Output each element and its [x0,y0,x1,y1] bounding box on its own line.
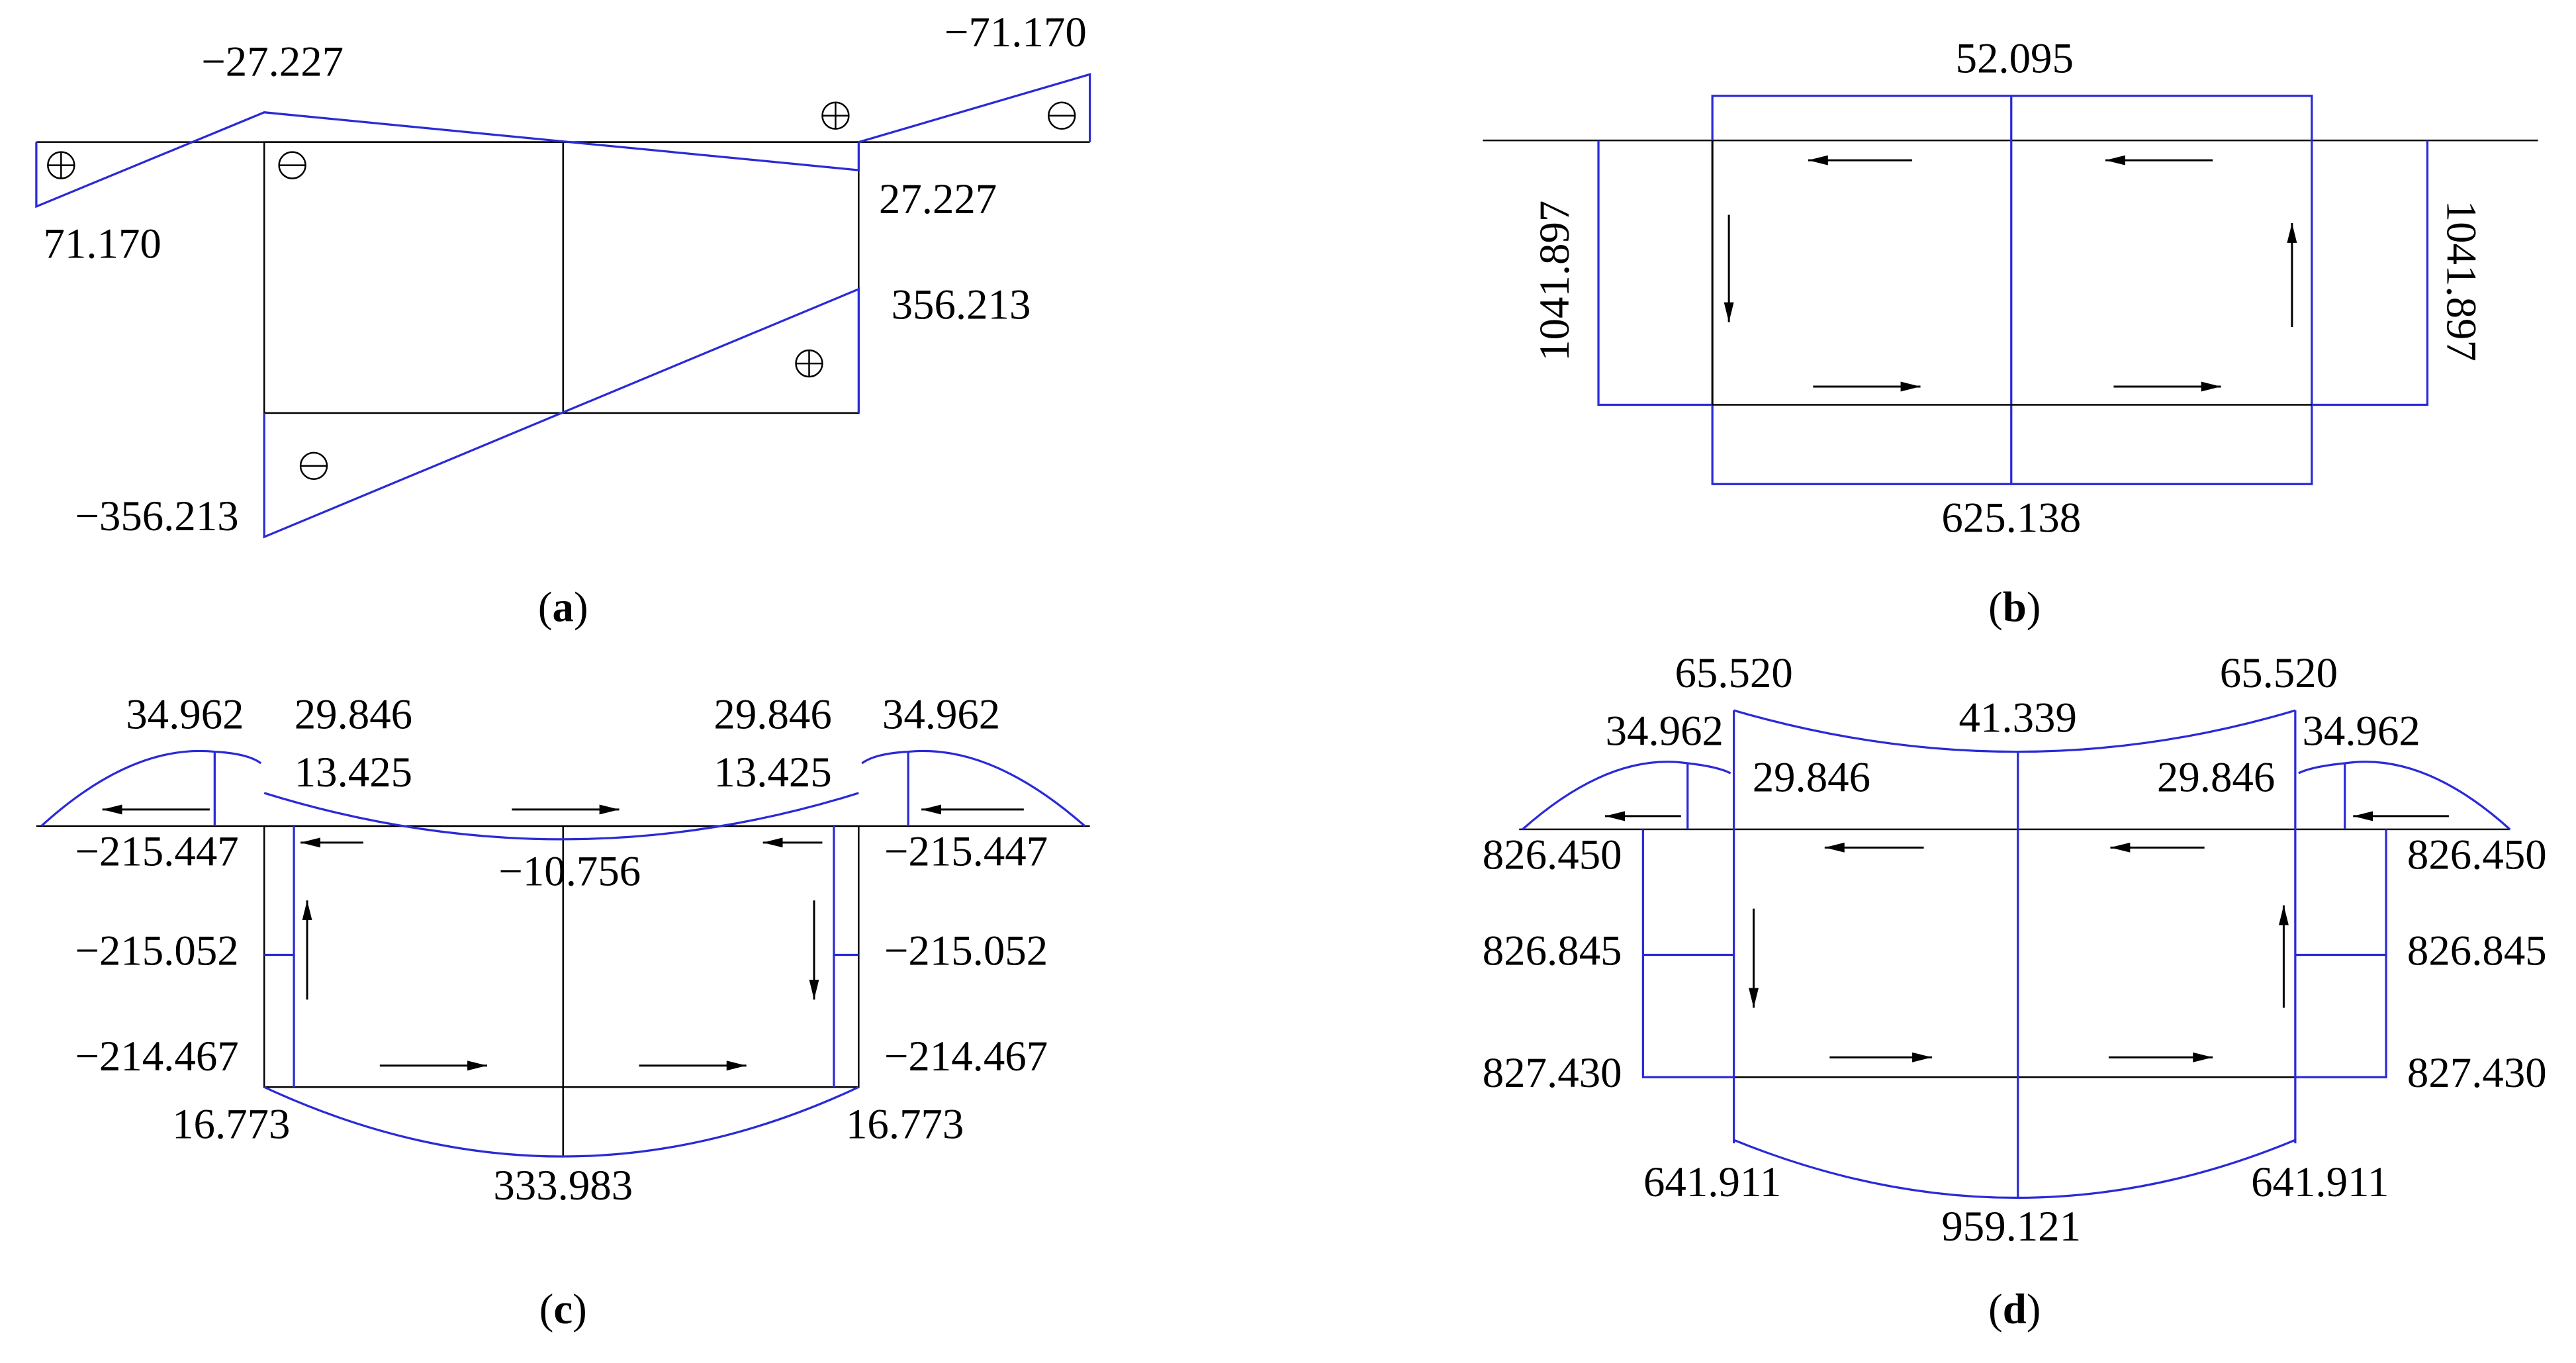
panel-d-drawing [1519,709,2511,1199]
value-label: 29.846 [2157,753,2275,801]
panel-caption: (b) [1988,583,2041,631]
value-label: −215.052 [75,927,238,974]
value-label: 641.911 [1643,1158,1781,1206]
value-label: 826.450 [2407,831,2547,879]
value-label: 333.983 [493,1162,633,1209]
value-label: 34.962 [1606,707,1724,755]
panel-caption: (c) [539,1286,587,1333]
value-label: 34.962 [2302,707,2420,755]
value-label: 41.339 [1959,694,2077,742]
value-label: −71.170 [944,9,1087,56]
value-label: 1041.897 [2437,201,2485,361]
value-label: 827.430 [1483,1049,1622,1097]
caption-part: c [553,1286,573,1333]
value-label: 625.138 [1941,494,2081,542]
value-label: −215.052 [884,927,1048,974]
caption-part: ( [538,583,553,631]
value-label: −214.467 [884,1033,1048,1080]
value-label: 29.846 [713,691,831,739]
caption-part: a [553,583,574,631]
value-label: 16.773 [172,1100,290,1148]
value-label: 65.520 [1675,649,1792,697]
value-label: −356.213 [75,493,238,540]
value-label: −10.756 [498,848,641,896]
value-label: 29.846 [295,691,412,739]
value-label: 71.170 [44,220,161,267]
panel-caption: (a) [538,583,588,631]
panel-caption: (d) [1988,1286,2041,1333]
caption-part: ( [539,1286,554,1333]
value-label: 34.962 [126,691,244,739]
caption-part: ) [2027,1286,2041,1333]
value-label: 27.227 [879,175,997,223]
caption-part: ) [573,1286,587,1333]
value-label: 826.845 [2407,927,2547,974]
caption-part: ( [1988,1286,2003,1333]
value-label: −214.467 [75,1033,238,1080]
value-label: 356.213 [892,281,1031,329]
value-label: 1041.897 [1531,201,1579,361]
caption-part: ) [2027,583,2041,631]
value-label: 13.425 [713,749,831,796]
value-label: 52.095 [1956,35,2074,83]
caption-part: d [2003,1286,2027,1333]
value-label: 65.520 [2220,649,2338,697]
value-label: −27.227 [201,38,344,86]
value-label: 29.846 [1753,753,1870,801]
value-label: 641.911 [2251,1158,2389,1206]
value-label: 13.425 [295,749,412,796]
caption-part: ) [574,583,588,631]
value-label: −215.447 [884,828,1048,876]
caption-part: ( [1988,583,2003,631]
value-label: 826.450 [1483,831,1622,879]
panel-b-drawing [1483,95,2538,485]
value-label: 959.121 [1941,1203,2081,1250]
value-label: 827.430 [2407,1049,2547,1097]
value-label: 34.962 [882,691,1000,739]
caption-part: b [2003,583,2027,631]
value-label: 826.845 [1483,927,1622,974]
panel-c-drawing [36,749,1090,1158]
panel-a-drawing [35,73,1091,539]
value-label: 16.773 [846,1100,964,1148]
value-label: −215.447 [75,828,238,876]
